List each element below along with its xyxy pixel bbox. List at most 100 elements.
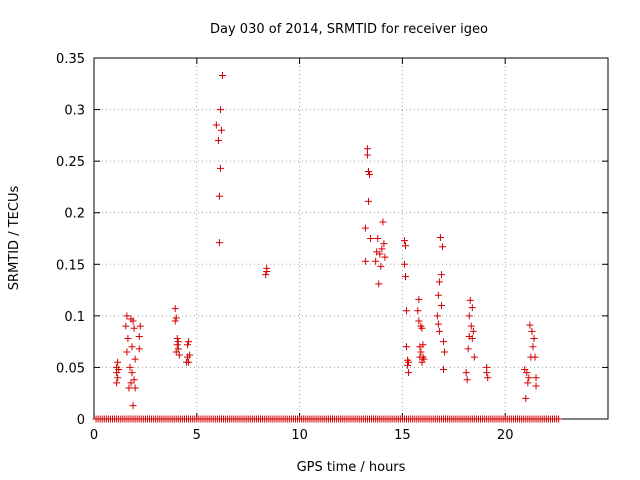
data-point xyxy=(217,126,225,134)
y-tick-label: 0.3 xyxy=(64,104,85,119)
axis-tick-labels: 0 5 10 15 20 0 0.05 0.1 0.15 0.2 0.25 0.3 0.35 xyxy=(56,52,513,443)
data-point xyxy=(361,257,369,265)
data-point xyxy=(403,307,411,315)
data-point xyxy=(126,363,134,371)
data-point xyxy=(437,271,445,279)
data-point xyxy=(400,237,408,245)
data-point xyxy=(532,374,540,382)
data-point xyxy=(530,335,538,343)
y-axis-label: SRMTID / TECUs xyxy=(7,186,22,291)
y-tick-label: 0.15 xyxy=(56,258,85,273)
data-point xyxy=(529,343,537,351)
data-point xyxy=(524,379,532,387)
data-point xyxy=(212,121,220,129)
data-point xyxy=(464,345,472,353)
data-point xyxy=(401,273,409,281)
data-point xyxy=(185,358,193,366)
data-point xyxy=(129,402,137,410)
data-point xyxy=(414,307,422,315)
x-tick-label: 5 xyxy=(193,428,201,443)
data-point xyxy=(262,271,270,279)
y-tick-label: 0 xyxy=(77,413,85,428)
data-point xyxy=(361,224,369,232)
data-point xyxy=(400,260,408,268)
data-point xyxy=(172,314,180,322)
data-point xyxy=(470,353,478,361)
data-point xyxy=(468,335,476,343)
data-point xyxy=(135,345,143,353)
x-tick-label: 0 xyxy=(90,428,98,443)
data-point xyxy=(437,302,445,310)
axis-ticks xyxy=(93,57,608,420)
data-point xyxy=(483,369,491,377)
data-point xyxy=(115,365,123,373)
data-point xyxy=(171,317,179,325)
data-point xyxy=(366,171,374,179)
data-point xyxy=(440,338,448,346)
data-point xyxy=(441,348,449,356)
data-point xyxy=(131,355,139,363)
data-point xyxy=(114,374,122,382)
data-point xyxy=(173,341,181,349)
data-point xyxy=(467,322,475,330)
data-point xyxy=(531,353,539,361)
data-point xyxy=(171,305,179,313)
y-tick-label: 0.25 xyxy=(56,155,85,170)
data-point xyxy=(403,343,411,351)
plot-border xyxy=(93,57,609,420)
data-point xyxy=(438,243,446,251)
data-point xyxy=(128,343,136,351)
data-point xyxy=(376,250,384,258)
data-point xyxy=(214,137,222,145)
data-point xyxy=(186,351,194,359)
data-point xyxy=(364,197,372,205)
data-point xyxy=(405,358,413,366)
data-point xyxy=(528,327,536,335)
data-point xyxy=(123,348,131,356)
data-point xyxy=(468,304,476,312)
data-point xyxy=(135,332,143,340)
data-point xyxy=(363,145,371,153)
data-point xyxy=(418,324,426,332)
data-point xyxy=(124,335,132,343)
data-point xyxy=(263,268,271,276)
data-point xyxy=(367,235,375,242)
x-tick-label: 20 xyxy=(497,428,514,443)
y-tick-label: 0.2 xyxy=(64,207,85,222)
data-point xyxy=(405,369,413,377)
y-tick-label: 0.1 xyxy=(64,310,85,325)
data-point xyxy=(216,106,224,114)
data-point xyxy=(136,322,144,330)
data-point xyxy=(440,365,448,373)
data-point xyxy=(419,341,427,349)
data-point xyxy=(127,379,135,387)
data-point xyxy=(466,296,474,304)
data-point xyxy=(173,335,181,343)
data-point xyxy=(216,164,224,172)
grid-lines xyxy=(94,58,608,419)
data-point xyxy=(128,369,136,377)
y-tick-label: 0.05 xyxy=(56,361,85,376)
data-point xyxy=(415,295,423,303)
data-point xyxy=(417,348,425,356)
data-point xyxy=(378,245,386,253)
data-point xyxy=(462,369,470,377)
data-point xyxy=(122,322,130,330)
data-point xyxy=(469,327,477,335)
x-tick-label: 10 xyxy=(291,428,308,443)
data-point xyxy=(484,374,492,382)
data-point xyxy=(175,351,183,359)
data-point xyxy=(113,379,121,387)
data-points xyxy=(92,72,563,423)
data-point xyxy=(436,233,444,241)
data-point xyxy=(377,262,385,270)
data-point xyxy=(374,235,382,242)
data-point xyxy=(532,382,540,390)
data-point xyxy=(130,324,138,332)
data-point xyxy=(130,376,138,384)
chart-title: Day 030 of 2014, SRMTID for receiver ige… xyxy=(210,22,488,37)
data-point xyxy=(174,338,182,346)
data-point xyxy=(123,312,131,320)
data-point xyxy=(463,376,471,384)
